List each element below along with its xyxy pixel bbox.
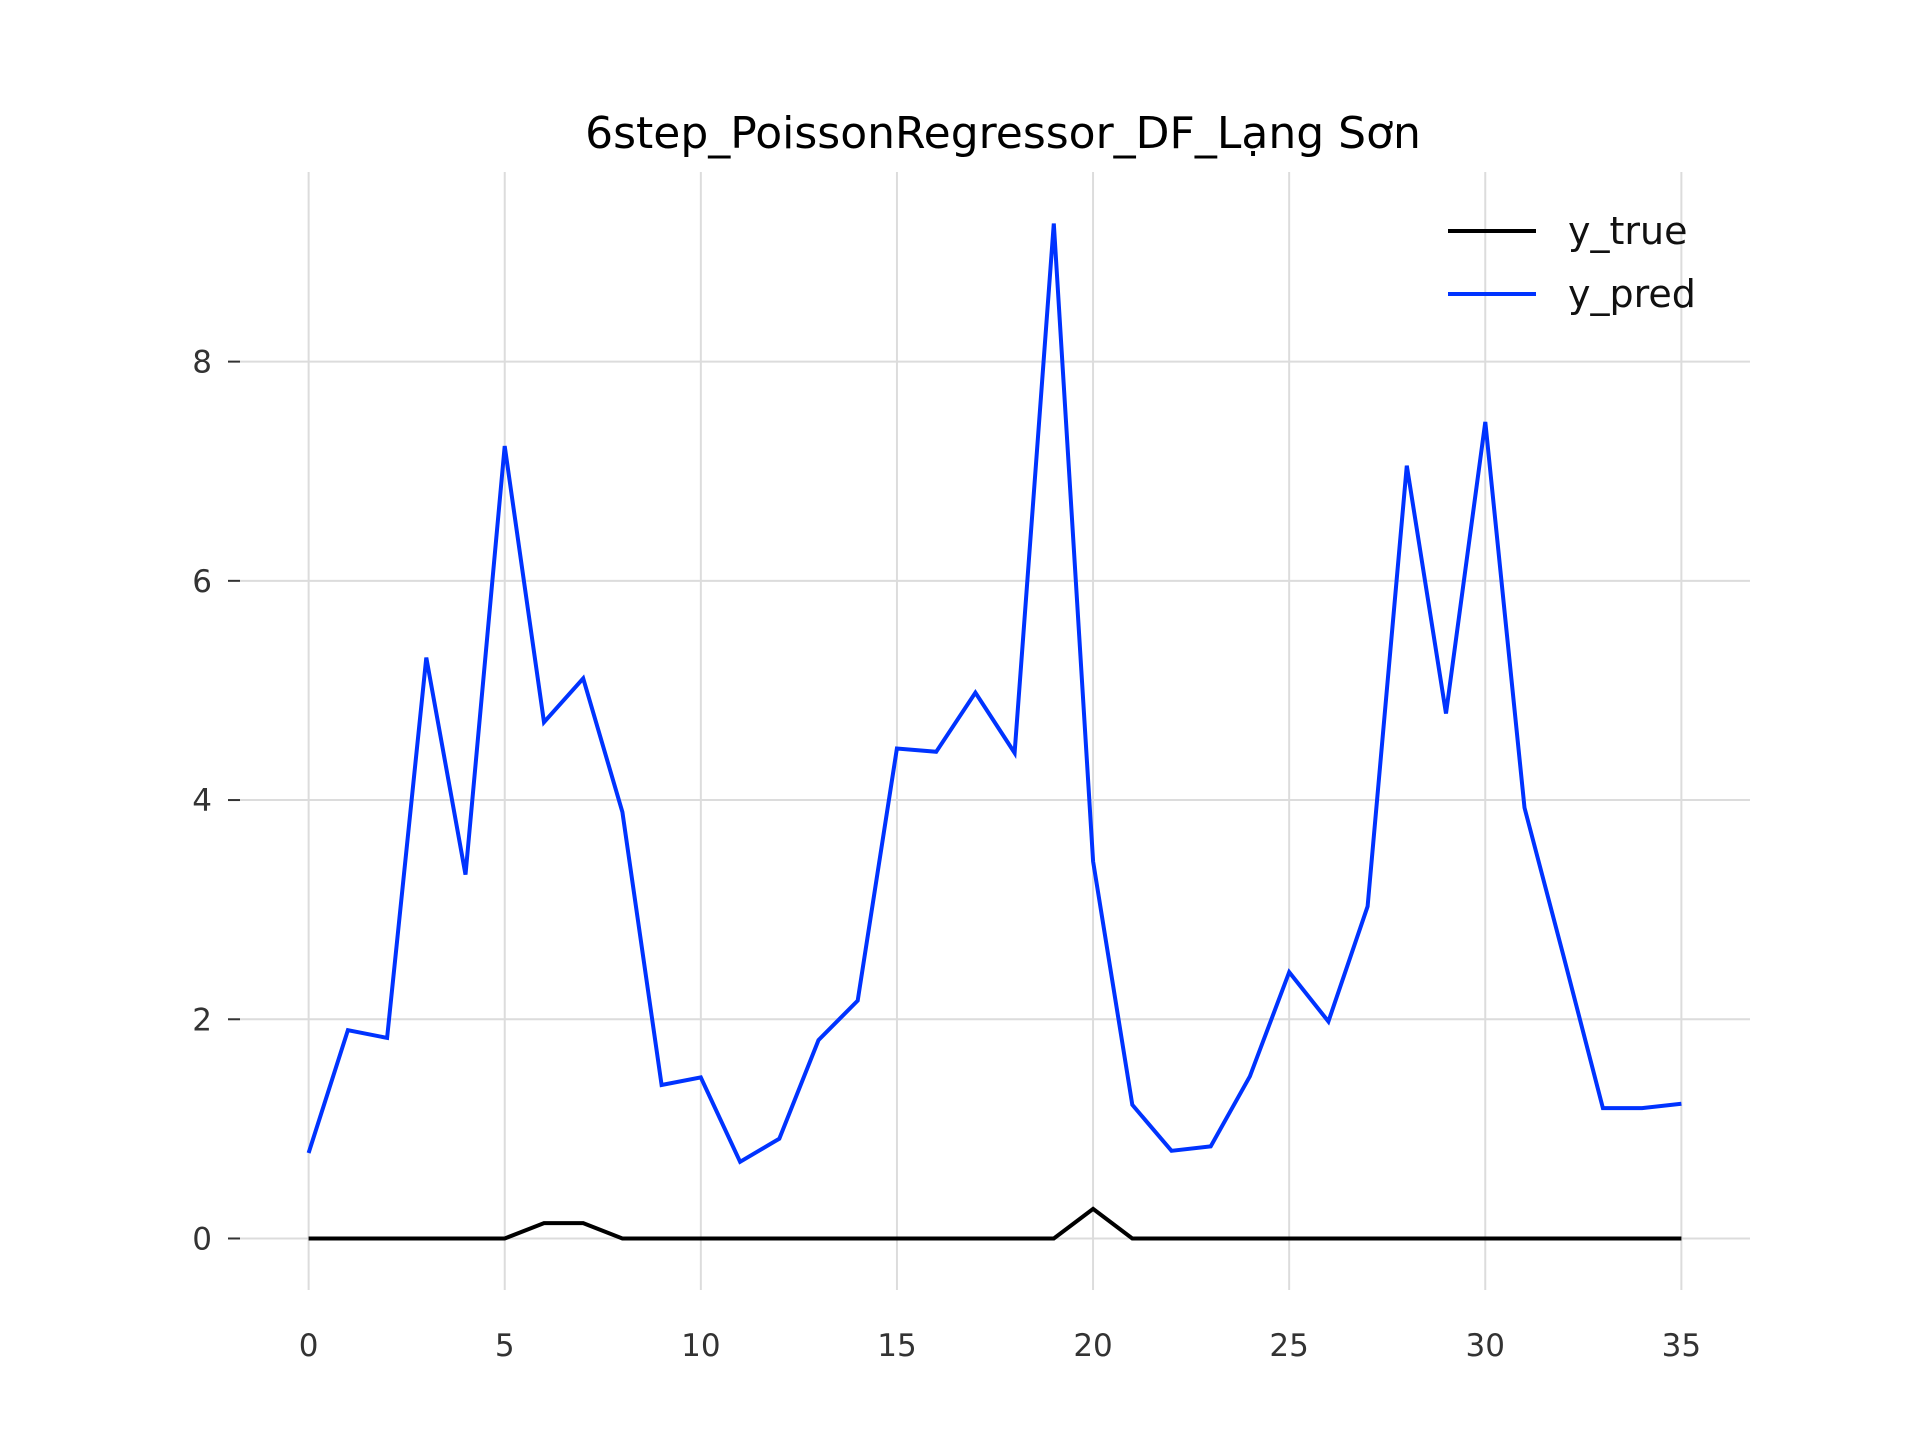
legend-label-y-pred: y_pred <box>1568 272 1696 316</box>
y-tick-label: 6 <box>192 564 212 600</box>
grid <box>240 172 1750 1290</box>
y-tick-label: 0 <box>192 1221 212 1257</box>
series-line-y-pred <box>306 223 1682 1165</box>
x-tick-label: 10 <box>681 1328 720 1364</box>
x-tick-label: 20 <box>1073 1328 1112 1364</box>
chart-title: 6step_PoissonRegressor_DF_Lạng Sơn <box>585 108 1421 159</box>
x-tick-label: 15 <box>877 1328 916 1364</box>
y-tick-label: 2 <box>192 1002 212 1038</box>
x-tick-label: 5 <box>495 1328 515 1364</box>
x-tick-label: 0 <box>299 1328 319 1364</box>
legend: y_true y_pred <box>1448 209 1696 316</box>
series-lines <box>306 223 1682 1241</box>
x-tick-label: 30 <box>1466 1328 1505 1364</box>
axis-ticks: 0 5 10 15 20 25 30 35 0 2 4 6 8 <box>192 345 1701 1364</box>
series-line-y-true <box>308 1206 1682 1241</box>
x-tick-label: 35 <box>1662 1328 1701 1364</box>
y-tick-label: 8 <box>192 345 212 381</box>
y-tick-label: 4 <box>192 783 212 819</box>
legend-label-y-true: y_true <box>1568 209 1687 253</box>
x-tick-label: 25 <box>1269 1328 1308 1364</box>
